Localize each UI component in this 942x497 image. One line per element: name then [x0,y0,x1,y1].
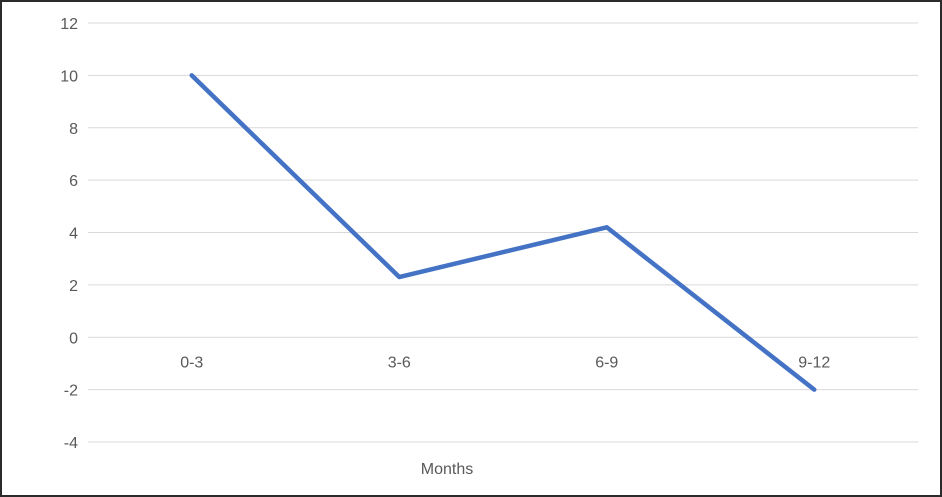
data-series-line [189,73,817,392]
y-axis-tick-label: 2 [69,278,78,295]
x-axis-tick-label: 6-9 [595,354,618,371]
y-axis-tick-label: -2 [64,383,78,400]
y-axis-tick-label: 6 [69,173,78,190]
y-axis-tick-label: 4 [69,226,78,243]
y-axis-tick-label: 10 [60,68,78,85]
x-axis-tick-label: 0-3 [180,354,203,371]
y-axis-tick-label: 12 [60,16,78,33]
y-axis-tick-label: -4 [64,435,78,452]
y-axis-tick-label: 8 [69,121,78,138]
x-axis-tick-label: 9-12 [798,354,830,371]
x-axis-tick-label: 3-6 [388,354,411,371]
y-axis-tick-label: 0 [69,330,78,347]
x-axis-title: Months [421,461,473,478]
